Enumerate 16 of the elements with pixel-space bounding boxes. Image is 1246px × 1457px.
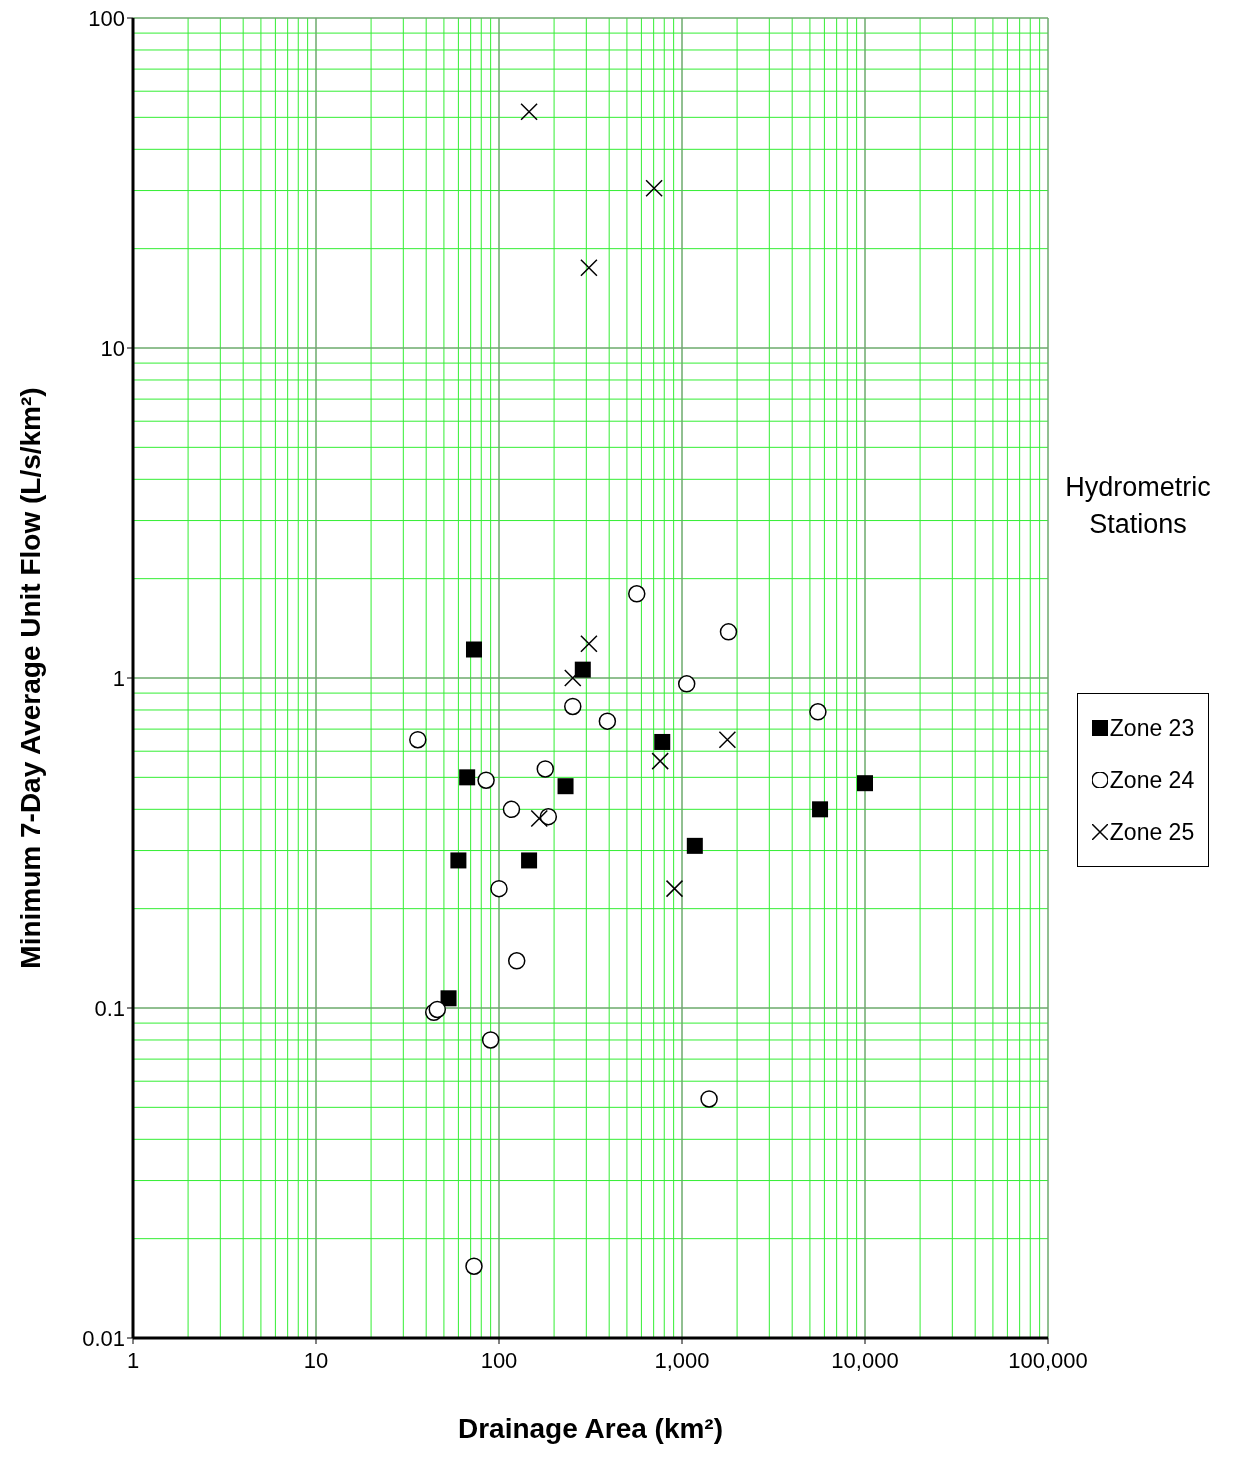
y-tick-label: 10 <box>100 335 125 361</box>
legend-label: Zone 23 <box>1108 713 1195 743</box>
x-tick-label: 100 <box>480 1347 518 1373</box>
legend-label: Zone 24 <box>1108 765 1195 795</box>
x-axis-title: Drainage Area (km²) <box>457 1413 724 1444</box>
y-tick-label: 100 <box>88 5 125 31</box>
x-tick-label: 10 <box>303 1347 329 1373</box>
y-tick-label: 0.01 <box>82 1325 125 1351</box>
y-axis-title: Minimum 7-Day Average Unit Flow (L/s/km²) <box>14 387 46 969</box>
x-tick-label: 1,000 <box>654 1347 710 1373</box>
legend-label: Zone 25 <box>1108 817 1195 847</box>
y-tick-label: 0.1 <box>94 995 125 1021</box>
x-tick-label: 100,000 <box>1008 1347 1088 1373</box>
y-tick-label: 1 <box>112 665 125 691</box>
legend-title: Hydrometric Stations <box>1064 471 1212 541</box>
x-tick-label: 10,000 <box>831 1347 899 1373</box>
